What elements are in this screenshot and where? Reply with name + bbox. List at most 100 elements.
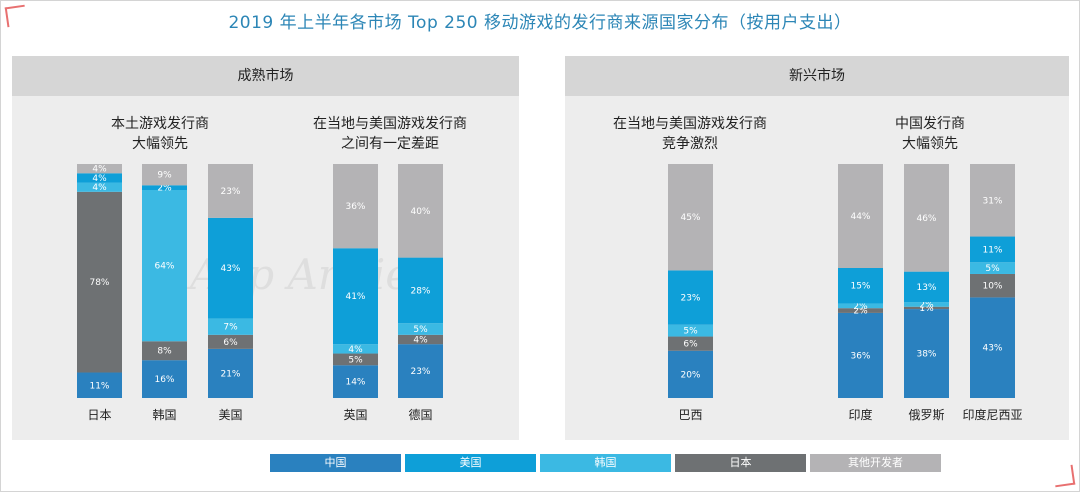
bar-segment-8-韩国 [904, 302, 949, 307]
data-label-9-美国: 11% [982, 245, 1002, 255]
data-label-1-中国: 11% [89, 381, 109, 391]
group-label-china-lead: 中国发行商 大幅领先 [895, 116, 965, 152]
category-label-7: 印度 [848, 407, 872, 422]
bar-segment-3-日本 [208, 334, 253, 349]
data-label-8-韩国: 2% [919, 300, 934, 310]
data-label-8-日本: 1% [919, 304, 934, 314]
data-label-5-中国: 23% [410, 367, 430, 377]
bar-segment-7-韩国 [838, 303, 883, 309]
bar-segment-7-美国 [838, 268, 883, 304]
data-label-1-其他开发者: 4% [92, 165, 107, 175]
bar-segment-5-美国 [398, 257, 443, 324]
data-label-5-日本: 4% [413, 336, 428, 346]
data-label-2-韩国: 64% [154, 262, 174, 272]
bar-segment-9-美国 [970, 236, 1015, 263]
data-label-6-其他开发者: 45% [680, 213, 700, 223]
data-label-7-美国: 15% [850, 282, 870, 292]
data-label-3-美国: 43% [220, 264, 240, 274]
data-label-6-日本: 6% [683, 340, 698, 350]
data-label-5-韩国: 5% [413, 325, 428, 335]
bar-segment-2-中国 [142, 360, 187, 398]
group-label-local-vs-us-gap: 在当地与美国游戏发行商 之间有一定差距 [313, 116, 467, 152]
group-label-local-lead: 本土游戏发行商 大幅领先 [111, 116, 209, 152]
data-label-5-其他开发者: 40% [410, 207, 430, 217]
legend-item-1: 中国 [270, 454, 401, 472]
bar-segment-5-韩国 [398, 323, 443, 335]
bar-segment-8-中国 [904, 309, 949, 398]
legend-item-4: 日本 [675, 454, 806, 472]
bar-segment-6-日本 [668, 336, 713, 351]
panel-header-mature: 成熟市场 [12, 56, 519, 96]
data-label-9-日本: 10% [982, 282, 1002, 292]
bar-segment-3-中国 [208, 348, 253, 398]
data-label-1-美国: 4% [92, 174, 107, 184]
bar-segment-5-日本 [398, 334, 443, 345]
bar-segment-1-美国 [77, 173, 122, 183]
data-label-9-中国: 43% [982, 344, 1002, 354]
category-label-4: 英国 [343, 408, 367, 422]
category-label-2: 韩国 [152, 407, 176, 422]
data-label-2-中国: 16% [154, 375, 174, 385]
bar-segment-3-韩国 [208, 318, 253, 335]
bar-segment-4-韩国 [333, 344, 378, 354]
bar-segment-4-美国 [333, 248, 378, 345]
data-label-8-其他开发者: 46% [916, 214, 936, 224]
data-label-3-日本: 6% [223, 338, 238, 348]
bar-segment-6-韩国 [668, 324, 713, 337]
legend: 中国 美国 韩国 日本 其他开发者 [270, 454, 941, 472]
category-label-6: 巴西 [678, 408, 702, 422]
data-label-7-其他开发者: 44% [850, 212, 870, 222]
bar-segment-4-其他开发者 [333, 164, 378, 249]
data-label-4-中国: 14% [345, 378, 365, 388]
bar-segment-1-其他开发者 [77, 164, 122, 174]
legend-item-5: 其他开发者 [810, 454, 941, 472]
data-label-4-美国: 41% [345, 292, 365, 302]
bar-segment-4-日本 [333, 353, 378, 366]
category-label-3: 美国 [218, 408, 242, 422]
data-label-1-日本: 78% [89, 278, 109, 288]
data-label-7-韩国: 2% [853, 302, 868, 312]
category-label-5: 德国 [408, 407, 432, 422]
data-label-6-美国: 23% [680, 294, 700, 304]
data-label-9-其他开发者: 31% [982, 196, 1002, 206]
bar-segment-2-日本 [142, 341, 187, 361]
bar-segment-6-美国 [668, 270, 713, 325]
data-label-3-中国: 21% [220, 369, 240, 379]
category-label-1: 日本 [87, 408, 111, 422]
data-label-7-中国: 36% [850, 351, 870, 361]
category-label-8: 俄罗斯 [908, 408, 944, 422]
bar-segment-9-日本 [970, 273, 1015, 298]
bar-segment-9-韩国 [970, 262, 1015, 274]
data-label-7-日本: 2% [853, 307, 868, 317]
data-label-6-中国: 20% [680, 370, 700, 380]
bar-segment-3-美国 [208, 217, 253, 319]
data-label-8-中国: 38% [916, 350, 936, 360]
data-label-2-其他开发者: 9% [157, 171, 172, 181]
chart-title: 2019 年上半年各市场 Top 250 移动游戏的发行商来源国家分布（按用户支… [228, 13, 852, 33]
bar-segment-3-其他开发者 [208, 164, 253, 218]
group-label-local-vs-us-compete: 在当地与美国游戏发行商 竞争激烈 [613, 116, 767, 152]
legend-item-2: 美国 [405, 454, 536, 472]
legend-item-3: 韩国 [540, 454, 671, 472]
bar-segment-5-中国 [398, 344, 443, 398]
bar-segment-9-中国 [970, 297, 1015, 398]
data-label-1-韩国: 4% [92, 183, 107, 193]
data-label-6-韩国: 5% [683, 327, 698, 337]
data-label-2-日本: 8% [157, 347, 172, 357]
bar-segment-7-中国 [838, 312, 883, 398]
bar-segment-9-其他开发者 [970, 164, 1015, 237]
bar-segment-1-中国 [77, 372, 122, 398]
bar-segment-2-韩国 [142, 190, 187, 342]
bar-segment-8-其他开发者 [904, 164, 949, 272]
data-label-8-美国: 13% [916, 283, 936, 293]
data-label-4-韩国: 4% [348, 345, 363, 355]
bar-segment-5-其他开发者 [398, 164, 443, 258]
bar-segment-6-其他开发者 [668, 164, 713, 271]
bar-segment-1-日本 [77, 191, 122, 373]
bar-segment-4-中国 [333, 365, 378, 398]
bar-segment-7-日本 [838, 308, 883, 313]
bar-segment-1-韩国 [77, 182, 122, 192]
bar-segment-6-中国 [668, 350, 713, 398]
data-label-4-其他开发者: 36% [345, 202, 365, 212]
